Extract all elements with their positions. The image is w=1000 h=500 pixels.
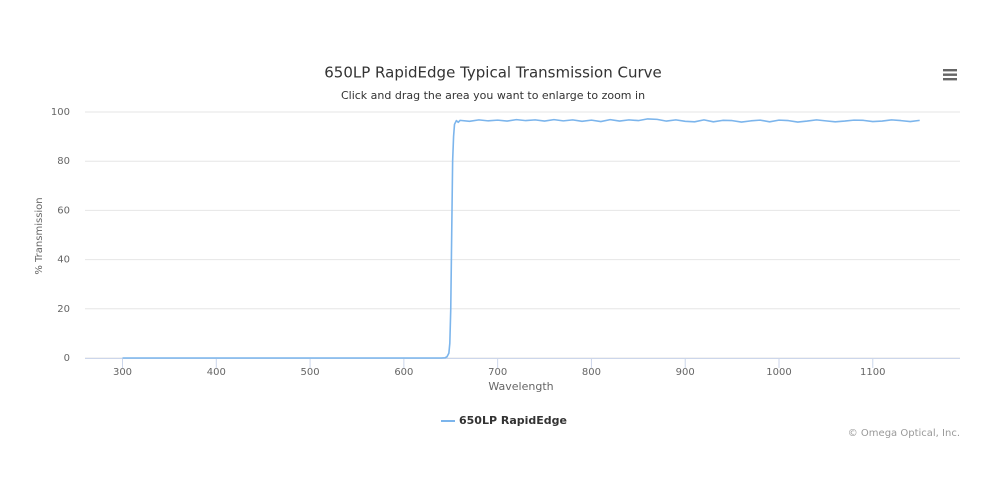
y-axis-label: % Transmission [34, 197, 45, 274]
credit: © Omega Optical, Inc. [848, 428, 960, 439]
y-tick-label: 60 [57, 205, 70, 216]
x-tick-label: 800 [582, 367, 601, 378]
chart-title: 650LP RapidEdge Typical Transmission Cur… [324, 64, 662, 82]
y-tick-label: 0 [64, 353, 70, 364]
legend-label[interactable]: 650LP RapidEdge [459, 414, 567, 427]
x-tick-label: 600 [394, 367, 413, 378]
x-axis-label: Wavelength [488, 380, 553, 393]
menu-bar [943, 69, 957, 72]
menu-bar [943, 78, 957, 81]
x-tick-label: 1100 [860, 367, 885, 378]
menu-button[interactable] [940, 64, 960, 84]
y-tick-label: 40 [57, 255, 70, 266]
y-tick-label: 20 [57, 304, 70, 315]
legend-item[interactable]: 650LP RapidEdge [441, 414, 567, 427]
x-tick-label: 1000 [766, 367, 791, 378]
y-tick-label: 80 [57, 156, 70, 167]
x-tick-label: 700 [488, 367, 507, 378]
x-tick-label: 900 [676, 367, 695, 378]
series-line [122, 118, 920, 359]
x-tick-label: 300 [113, 367, 132, 378]
x-tick-label: 500 [301, 367, 320, 378]
menu-bar [943, 73, 957, 76]
y-tick-label: 100 [51, 107, 70, 118]
chart-subtitle: Click and drag the area you want to enla… [341, 89, 645, 102]
x-tick-label: 400 [207, 367, 226, 378]
